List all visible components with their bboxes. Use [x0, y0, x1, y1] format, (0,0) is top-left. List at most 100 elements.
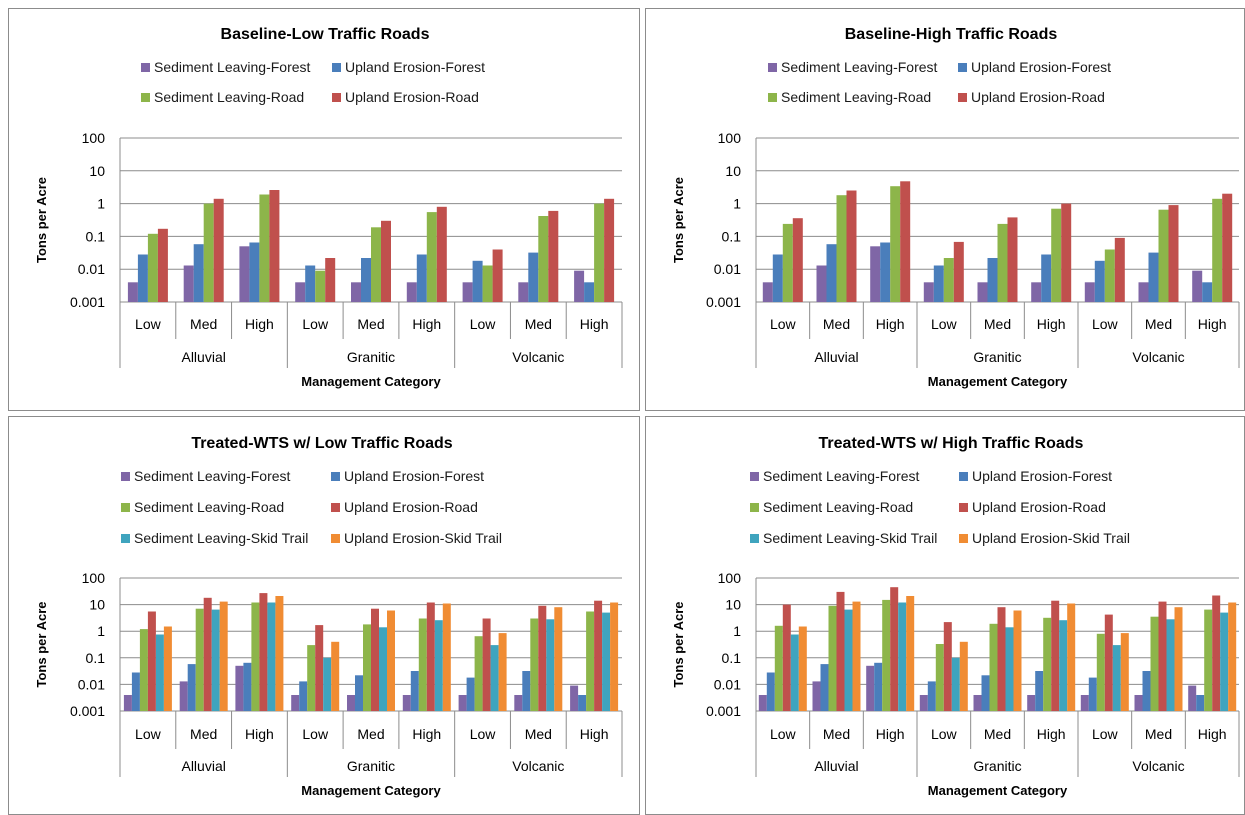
- bar: [514, 695, 523, 711]
- x-tick-label: Low: [770, 726, 797, 742]
- bar: [548, 210, 559, 302]
- bar: [307, 645, 316, 711]
- x-tick-label: Med: [984, 726, 1011, 742]
- bar: [898, 602, 907, 711]
- bar: [1166, 619, 1175, 711]
- y-tick-label: 100: [718, 570, 742, 586]
- legend-swatch: [959, 503, 968, 512]
- bar: [243, 662, 252, 711]
- bar: [782, 223, 793, 302]
- x-tick-label: Low: [931, 726, 958, 742]
- bar: [943, 258, 954, 302]
- bar: [163, 626, 172, 711]
- legend-swatch: [958, 93, 967, 102]
- legend-label: Upland Erosion-Road: [345, 89, 479, 105]
- x-tick-label: Low: [135, 316, 162, 332]
- bar: [139, 629, 148, 711]
- bar: [943, 622, 952, 711]
- x-tick-label: Low: [302, 726, 329, 742]
- bar: [466, 677, 475, 711]
- legend-label: Upland Erosion-Skid Trail: [972, 530, 1130, 546]
- bar: [123, 695, 132, 711]
- bar: [1204, 609, 1213, 711]
- bar: [1007, 217, 1018, 302]
- bar: [1027, 695, 1036, 711]
- x-tick-label: Med: [984, 316, 1011, 332]
- y-tick-label: 10: [89, 163, 105, 179]
- bar: [951, 657, 960, 711]
- x-group-label: Alluvial: [814, 349, 858, 365]
- bar: [1041, 254, 1052, 302]
- y-axis-title: Tons per Acre: [34, 602, 49, 688]
- bar: [933, 265, 944, 302]
- bar: [490, 645, 499, 711]
- x-group-label: Volcanic: [1132, 758, 1184, 774]
- legend-swatch: [750, 472, 759, 481]
- legend-label: Sediment Leaving-Road: [134, 499, 284, 515]
- bar: [578, 695, 587, 711]
- bar: [1188, 685, 1197, 711]
- x-tick-label: Low: [470, 316, 497, 332]
- x-tick-label: Low: [1092, 316, 1119, 332]
- bar: [906, 596, 915, 711]
- x-tick-label: Med: [357, 316, 384, 332]
- bar: [387, 610, 395, 711]
- bar: [900, 181, 911, 302]
- y-tick-label: 0.01: [78, 676, 105, 692]
- bar: [458, 695, 467, 711]
- legend-swatch: [331, 534, 340, 543]
- bar: [1220, 612, 1229, 711]
- chart-panel-frame: [645, 8, 1245, 411]
- bar: [586, 611, 595, 711]
- legend-swatch: [958, 63, 967, 72]
- bar: [155, 634, 164, 711]
- chart-title: Baseline-Low Traffic Roads: [221, 26, 430, 43]
- bar: [406, 282, 417, 302]
- bar: [1051, 208, 1062, 302]
- bar: [1222, 193, 1233, 302]
- legend-swatch: [121, 472, 130, 481]
- bar: [1212, 198, 1223, 302]
- x-group-label: Granitic: [347, 349, 395, 365]
- bar: [187, 664, 196, 711]
- x-axis-title: Management Category: [928, 783, 1068, 798]
- bar: [890, 186, 901, 302]
- bar: [844, 609, 853, 711]
- x-tick-label: Med: [823, 316, 850, 332]
- y-tick-label: 0.001: [706, 703, 741, 719]
- legend-label: Sediment Leaving-Skid Trail: [134, 530, 308, 546]
- chart-panel-frame: [8, 8, 640, 411]
- x-tick-label: Med: [525, 726, 552, 742]
- legend-swatch: [331, 472, 340, 481]
- bar: [935, 644, 944, 711]
- y-axis-title: Tons per Acre: [671, 177, 686, 263]
- bar: [379, 627, 387, 711]
- bar: [772, 254, 783, 302]
- bar: [584, 282, 595, 302]
- bar: [498, 633, 507, 711]
- bar: [193, 244, 204, 302]
- x-group-label: Granitic: [973, 758, 1021, 774]
- bar: [416, 254, 427, 302]
- x-tick-label: High: [412, 726, 441, 742]
- x-tick-label: High: [1037, 316, 1066, 332]
- x-tick-label: Med: [823, 726, 850, 742]
- legend-label: Upland Erosion-Forest: [972, 468, 1112, 484]
- bar: [1061, 203, 1072, 302]
- x-tick-label: High: [245, 726, 274, 742]
- bar: [410, 671, 419, 711]
- x-tick-label: High: [876, 726, 905, 742]
- bar: [371, 608, 379, 711]
- x-group-label: Volcanic: [1132, 349, 1184, 365]
- bar: [866, 665, 875, 711]
- bar: [1168, 205, 1179, 302]
- bar: [147, 233, 158, 302]
- legend-label: Upland Erosion-Forest: [345, 59, 485, 75]
- bar: [977, 282, 988, 302]
- y-tick-label: 0.001: [70, 294, 105, 310]
- bar: [923, 282, 934, 302]
- bar: [602, 612, 611, 711]
- legend-swatch: [121, 503, 130, 512]
- bar: [953, 241, 964, 302]
- y-tick-label: 10: [725, 597, 741, 613]
